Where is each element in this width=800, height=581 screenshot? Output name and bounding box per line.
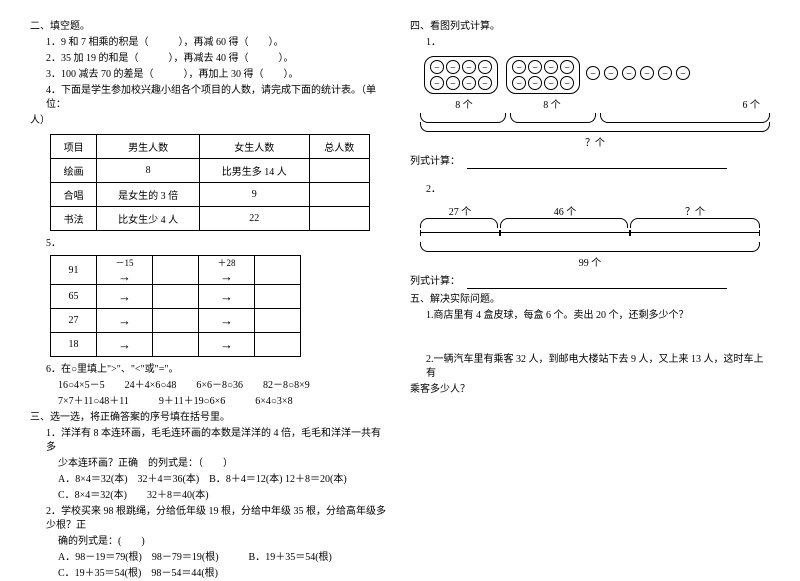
- segment-diagram: 27 个 46 个 ？个 99 个: [410, 203, 770, 269]
- label-46: 46 个: [500, 203, 630, 218]
- answer-line-1: [467, 157, 727, 169]
- s5-q1: 1.商店里有 4 盒皮球，每盒 6 个。卖出 20 个，还剩多少个？: [410, 309, 770, 323]
- s3-q1b: 少本连环画？正确 的列式是：（ ）: [30, 457, 390, 471]
- q2-6-l2: 7×7＋11○48＋11 9＋11＋19○6×6 6×4○3×8: [30, 395, 390, 409]
- flow-table: 91 －15→ ＋28→ 65 → → 27 → → 18 → →: [50, 255, 301, 357]
- s3-q2b: 确的列式是：( ): [30, 535, 390, 549]
- smile-loose: [584, 56, 692, 80]
- th-girls: 女生人数: [199, 135, 309, 159]
- q2-4a: 4．下面是学生参加校兴趣小组各个项目的人数，请完成下面的统计表。（单位：: [30, 84, 390, 112]
- label-8b: 8 个: [508, 96, 596, 111]
- table-row: 书法 比女生少 4 人 22: [51, 207, 370, 231]
- s3-q2a: 2．学校买来 98 根跳绳，分给低年级 19 根，分给中年级 35 根，分给高年…: [30, 505, 390, 533]
- s3-q1a: 1．洋洋有 8 本连环画，毛毛连环画的本数是洋洋的 4 倍，毛毛和洋洋一共有多: [30, 427, 390, 455]
- q2-5: 5．: [30, 237, 390, 251]
- q2-6: 6．在○里填上">"、"<"或"="。: [30, 363, 390, 377]
- qmark-1: ？个: [420, 134, 770, 149]
- table-row: 项目 男生人数 女生人数 总人数: [51, 135, 370, 159]
- label-q: ？个: [630, 203, 760, 218]
- q2-2: 2．35 加 19 的和是（ ），再减去 40 得（ ）。: [30, 52, 390, 66]
- stats-table: 项目 男生人数 女生人数 总人数 绘画 8 比男生多 14 人 合唱 是女生的 …: [50, 134, 370, 231]
- q2-1: 1．9 和 7 相乘的积是（ ），再减 60 得（ ）。: [30, 36, 390, 50]
- calc-label-1: 列式计算：: [410, 156, 460, 167]
- s4-q1: 1．: [410, 36, 770, 50]
- s3-q1c: A．8×4＝32(本) 32＋4＝36(本) B．8＋4＝12(本) 12＋8＝…: [30, 473, 390, 487]
- section-3-title: 三、选一选，将正确答案的序号填在括号里。: [30, 411, 390, 425]
- section-5-title: 五、解决实际问题。: [410, 293, 770, 307]
- s4-q2: 2．: [410, 183, 770, 197]
- label-8a: 8 个: [420, 96, 508, 111]
- th-boys: 男生人数: [97, 135, 200, 159]
- section-2-title: 二、填空题。: [30, 20, 390, 34]
- label-99: 99 个: [420, 254, 760, 269]
- s3-q2d: C．19＋35＝54(根) 98－54＝44(根): [30, 567, 390, 581]
- label-6: 6 个: [596, 96, 770, 111]
- answer-line-2: [467, 277, 727, 289]
- th-total: 总人数: [309, 135, 369, 159]
- table-row: 绘画 8 比男生多 14 人: [51, 159, 370, 183]
- smile-box-2: [506, 56, 580, 94]
- label-27: 27 个: [420, 203, 500, 218]
- section-4-title: 四、看图列式计算。: [410, 20, 770, 34]
- s5-q2a: 2.一辆汽车里有乘客 32 人，到邮电大楼站下去 9 人，又上来 13 人，这时…: [410, 353, 770, 381]
- th-item: 项目: [51, 135, 97, 159]
- q2-6-l1: 16○4×5－5 24＋4×6○48 6×6－8○36 82－8○8×9: [30, 379, 390, 393]
- s3-q1d: C．8×4＝32(本) 32＋8＝40(本): [30, 489, 390, 503]
- table-row: 合唱 是女生的 3 倍 9: [51, 183, 370, 207]
- calc-label-2: 列式计算：: [410, 276, 460, 287]
- q2-3: 3．100 减去 70 的差是（ ），再加上 30 得（ ）。: [30, 68, 390, 82]
- s5-q2b: 乘客多少人？: [410, 383, 770, 397]
- smile-box-1: [424, 56, 498, 94]
- q2-4b: 人）: [30, 114, 390, 128]
- s3-q2c: A．98－19＝79(根) 98－79＝19(根) B．19＋35＝54(根): [30, 551, 390, 565]
- smile-diagram: 8 个 8 个 6 个 ？个: [410, 56, 770, 149]
